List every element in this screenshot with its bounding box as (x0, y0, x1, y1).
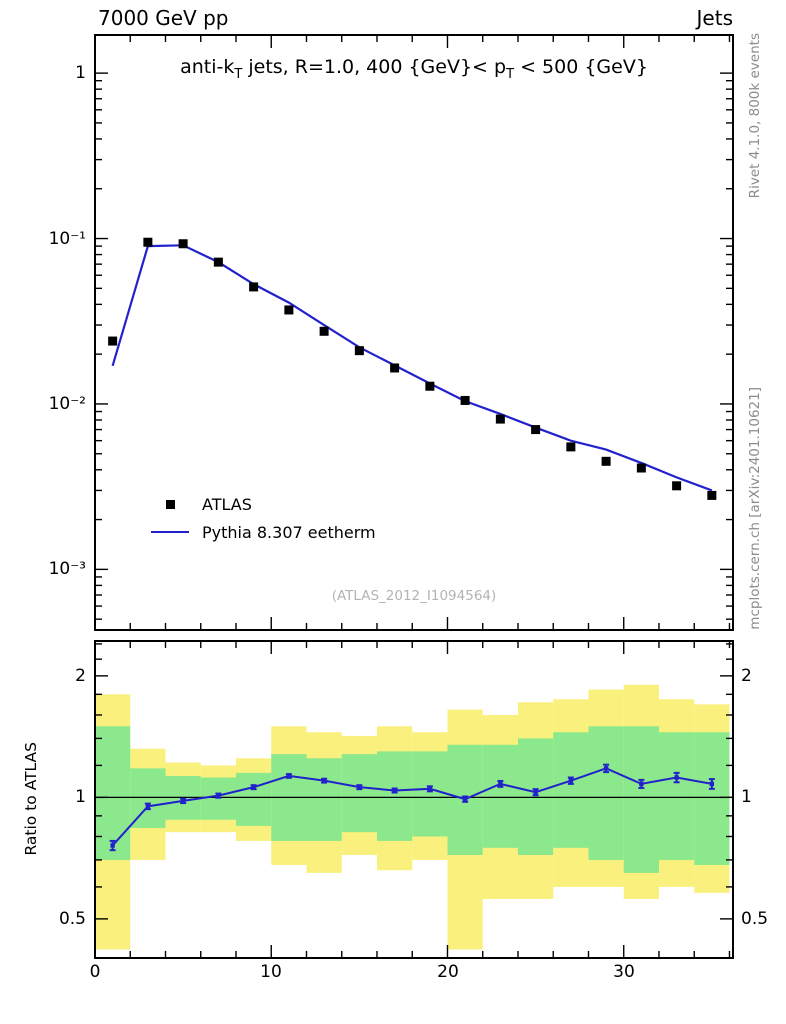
square-marker-icon (165, 499, 175, 509)
data-points (108, 237, 717, 500)
ytick-label-1e-2: 10⁻² (48, 394, 86, 414)
ratio-ytick-right-05: 0.5 (741, 909, 769, 929)
plot-title-sub: T (234, 66, 243, 82)
plot-title-part: jets, R=1.0, 400 {GeV}< p (242, 56, 507, 78)
legend: ATLAS Pythia 8.307 eetherm (146, 490, 376, 546)
ratio-ytick-left-05: 0.5 (58, 909, 86, 929)
legend-item-atlas: ATLAS (146, 490, 376, 518)
legend-marker-cell (146, 531, 194, 533)
plot-title-sub: T (506, 66, 515, 82)
line-marker-icon (151, 531, 189, 533)
legend-marker-cell (146, 499, 194, 509)
plot-title-part: anti-k (180, 56, 235, 78)
observable-label: Jets (696, 6, 733, 30)
analysis-id-watermark: (ATLAS_2012_I1094564) (331, 588, 497, 604)
ratio-ytick-right-1: 1 (741, 787, 752, 807)
legend-label-atlas: ATLAS (202, 494, 252, 514)
axis-ticks (94, 35, 733, 958)
main-frame (94, 34, 734, 631)
plot-title: anti-kT jets, R=1.0, 400 {GeV}< pT < 500… (95, 56, 733, 82)
ratio-frame (94, 640, 734, 959)
xtick-label-20: 20 (437, 962, 459, 982)
mcplots-source-note: mcplots.cern.ch [arXiv:2401.10621] (747, 387, 763, 630)
ratio-ytick-right-2: 2 (741, 666, 752, 686)
legend-item-pythia: Pythia 8.307 eetherm (146, 518, 376, 546)
mc-curve (111, 244, 713, 492)
ratio-curve (109, 763, 715, 852)
ratio-axis-label: Ratio to ATLAS (22, 742, 40, 856)
xtick-label-0: 0 (89, 962, 101, 982)
ytick-label-1e-3: 10⁻³ (48, 559, 86, 579)
ratio-ytick-left-1: 1 (75, 787, 86, 807)
plot-title-part: < 500 {GeV} (514, 56, 648, 78)
ytick-label-1e-1: 10⁻¹ (48, 229, 86, 249)
ratio-ytick-left-2: 2 (75, 666, 86, 686)
ytick-label-1: 1 (75, 63, 86, 83)
rivet-version-note: Rivet 4.1.0, 800k events (747, 33, 763, 199)
xtick-label-30: 30 (613, 962, 635, 982)
legend-label-pythia: Pythia 8.307 eetherm (202, 522, 376, 542)
beam-energy-label: 7000 GeV pp (98, 6, 229, 30)
uncertainty-bands (95, 684, 730, 950)
xtick-label-10: 10 (260, 962, 282, 982)
